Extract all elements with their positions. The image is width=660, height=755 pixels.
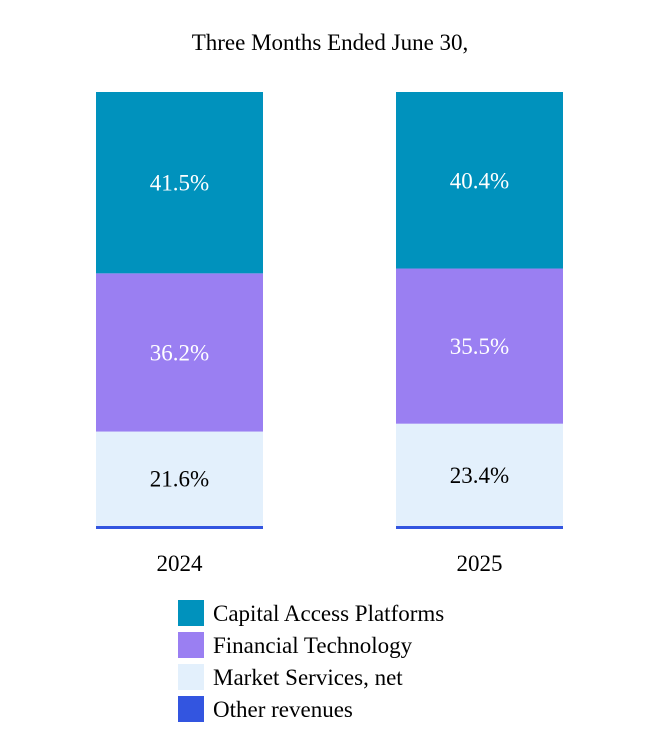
legend-swatch [178,696,204,722]
bar-segment [96,525,263,529]
x-tick-label: 2024 [157,551,204,576]
legend-label: Other revenues [213,697,353,722]
data-label: 41.5% [150,171,209,196]
bar-segment [396,92,563,269]
data-label: 35.5% [450,334,509,359]
bar-segment [396,525,563,529]
bar-segment [396,268,563,424]
bar-segment [96,431,263,526]
x-tick-label: 2025 [457,551,503,576]
legend-label: Market Services, net [213,665,403,690]
chart-title: Three Months Ended June 30, [192,30,469,55]
bar-segment [396,423,563,526]
data-label: 36.2% [150,340,209,365]
data-label: 23.4% [450,463,509,488]
bar-segment [96,273,263,432]
legend-swatch [178,664,204,690]
bar-segment [96,92,263,274]
data-label: 40.4% [450,168,509,193]
legend-swatch [178,632,204,658]
legend-label: Financial Technology [213,633,413,658]
data-label: 21.6% [150,467,209,492]
legend-swatch [178,600,204,626]
legend-label: Capital Access Platforms [213,601,444,626]
